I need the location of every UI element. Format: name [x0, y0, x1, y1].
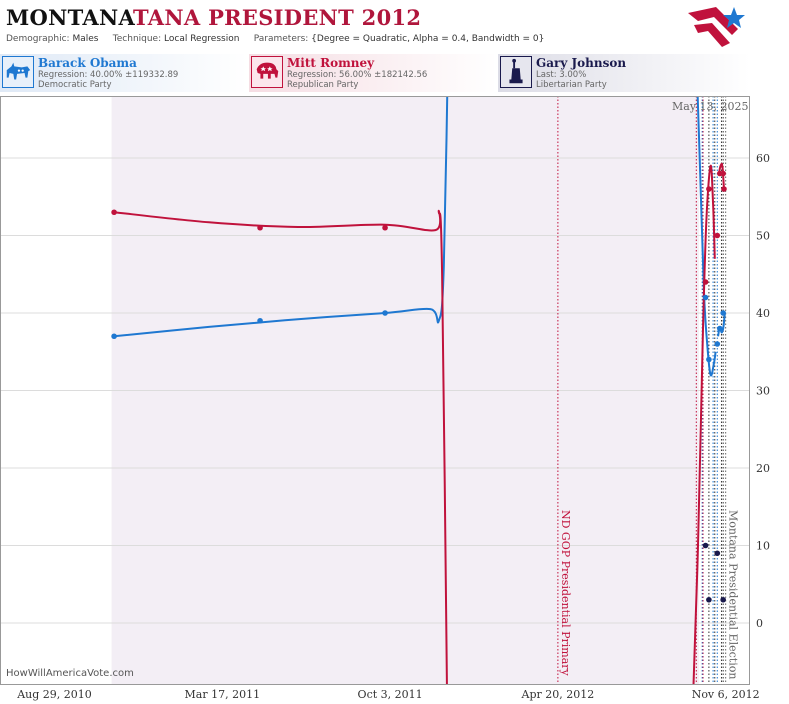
candidate-party: Libertarian Party [536, 80, 607, 90]
event-label: Montana Presidential Election [727, 510, 740, 679]
data-point-gary-johnson [720, 596, 726, 603]
candidate-party: Republican Party [287, 80, 359, 90]
candidate-bar: Barack Obama Regression: 40.00% ±119332.… [0, 54, 750, 92]
technique-value: Local Regression [164, 34, 240, 44]
x-tick-label: Nov 6, 2012 [692, 688, 760, 701]
data-point-mitt-romney [714, 232, 721, 239]
data-point-barack-obama [702, 294, 709, 301]
data-point-mitt-romney [702, 279, 709, 285]
statue-of-liberty-icon [500, 56, 532, 88]
candidate-card-johnson[interactable]: Gary Johnson Last: 3.00% Libertarian Par… [498, 54, 750, 92]
data-point-mitt-romney [257, 224, 263, 231]
candidate-name: Barack Obama [38, 56, 137, 70]
data-point-mitt-romney [111, 209, 117, 216]
event-label: ND GOP Presidential Primary [559, 510, 572, 677]
donkey-icon [2, 56, 34, 88]
technique-label: Technique: [112, 34, 162, 44]
data-point-barack-obama [382, 310, 388, 316]
candidate-party: Democratic Party [38, 80, 112, 90]
elephant-icon [251, 56, 283, 88]
site-logo-icon[interactable] [686, 3, 748, 48]
y-tick-label: 40 [756, 307, 770, 320]
x-tick-label: Oct 3, 2011 [358, 688, 423, 701]
candidate-regression: Regression: 56.00% ±182142.56 [287, 70, 428, 80]
demographic-label: Demographic: [6, 34, 70, 44]
parameters-value: {Degree = Quadratic, Alpha = 0.4, Bandwi… [311, 34, 545, 44]
candidate-name: Gary Johnson [536, 56, 627, 70]
candidate-name: Mitt Romney [287, 56, 375, 70]
page-title: TANA PRESIDENT 2012 [133, 5, 422, 30]
candidate-regression: Regression: 40.00% ±119332.89 [38, 70, 179, 80]
trend-line-mitt-romney [692, 164, 716, 685]
date-stamp: May 13, 2025 [672, 100, 749, 113]
data-point-mitt-romney [382, 224, 388, 231]
data-point-barack-obama [111, 333, 117, 340]
data-point-barack-obama [720, 310, 726, 316]
y-tick-label: 60 [756, 152, 770, 165]
y-tick-label: 50 [756, 230, 770, 243]
candidate-last: Last: 3.00% [536, 70, 587, 80]
data-point-mitt-romney [721, 186, 727, 192]
page-title-state: MONTANA [6, 5, 136, 30]
x-tick-label: Mar 17, 2011 [185, 688, 261, 701]
parameters-label: Parameters: [253, 34, 309, 44]
y-tick-label: 0 [756, 617, 763, 630]
y-tick-label: 10 [756, 540, 770, 553]
trend-line-barack-obama [696, 96, 717, 377]
data-point-barack-obama [706, 356, 712, 363]
x-tick-label: Aug 29, 2010 [16, 688, 92, 701]
data-point-gary-johnson [706, 596, 712, 603]
credit-link[interactable]: HowWillAmericaVote.com [6, 668, 134, 679]
data-point-gary-johnson [714, 550, 721, 557]
candidate-card-obama[interactable]: Barack Obama Regression: 40.00% ±119332.… [0, 54, 248, 92]
candidate-card-romney[interactable]: Mitt Romney Regression: 56.00% ±182142.5… [249, 54, 497, 92]
data-point-gary-johnson [702, 542, 709, 549]
y-tick-label: 20 [756, 462, 770, 475]
plot-frame [0, 96, 750, 685]
y-tick-label: 30 [756, 385, 770, 398]
data-point-barack-obama [257, 317, 263, 324]
header: MONTANA TANA PRESIDENT 2012 Demographic:… [0, 0, 750, 50]
trend-line-mitt-romney [718, 162, 725, 190]
data-point-mitt-romney [720, 170, 726, 177]
trend-line-barack-obama [113, 96, 449, 338]
data-point-barack-obama [714, 341, 721, 347]
data-point-barack-obama [716, 325, 723, 332]
trend-line-mitt-romney [113, 209, 448, 685]
x-tick-label: Apr 20, 2012 [521, 688, 595, 701]
demographic-value: Males [72, 34, 99, 44]
parameters-line: Demographic: Males Technique: Local Regr… [6, 34, 544, 44]
data-point-mitt-romney [706, 186, 712, 192]
